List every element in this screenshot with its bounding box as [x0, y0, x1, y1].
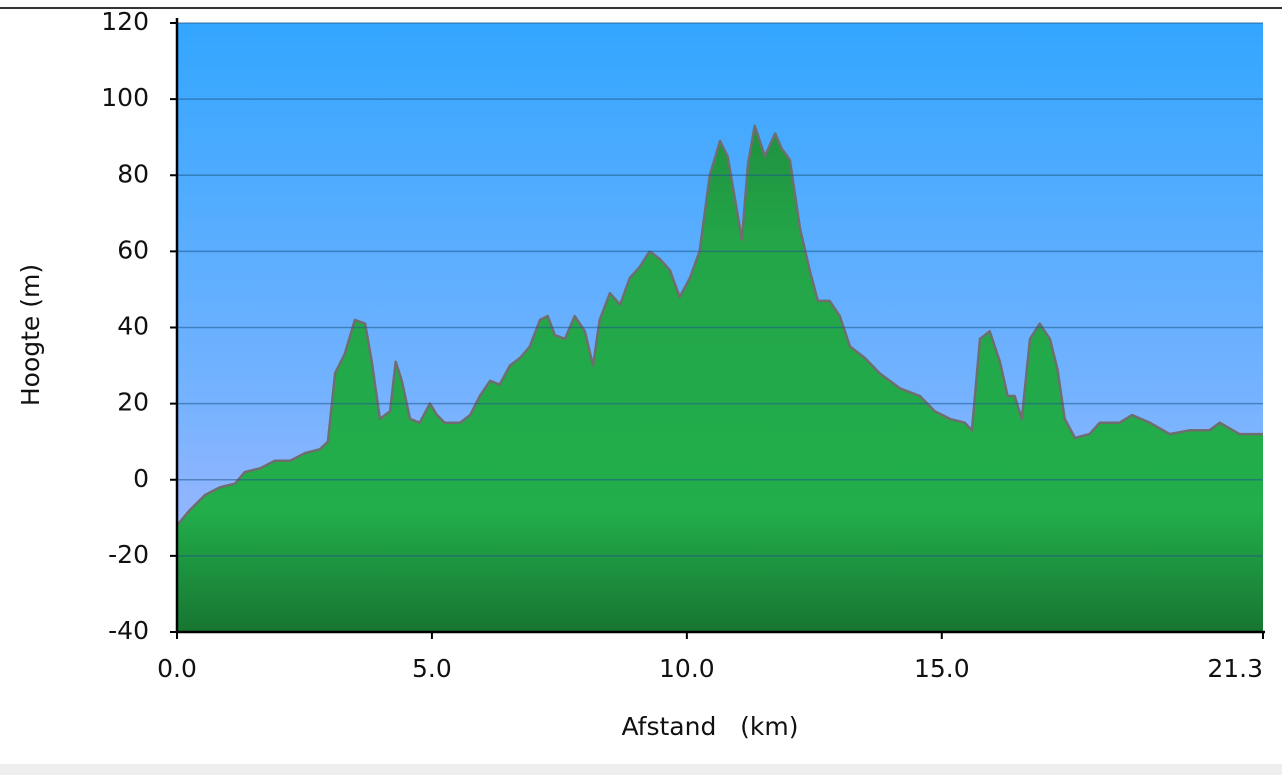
x-tick-label: 15.0 — [914, 654, 970, 683]
x-tick-label: 21.3 — [1207, 654, 1263, 683]
elevation-line — [176, 124, 1263, 527]
bottom-band — [0, 764, 1282, 775]
x-axis-label: Afstand (km) — [621, 712, 798, 741]
x-tick-label: 0.0 — [157, 654, 197, 683]
y-tick-label: 120 — [101, 7, 149, 36]
y-tick-label: -20 — [108, 540, 149, 569]
y-tick-label: 0 — [133, 464, 149, 493]
y-tick-label: -40 — [108, 616, 149, 645]
elevation-area — [177, 125, 1263, 633]
y-tick-label: 100 — [101, 83, 149, 112]
y-axis-label: Hoogte (m) — [16, 264, 45, 406]
y-tick-label: 80 — [117, 159, 149, 188]
y-tick-label: 40 — [117, 312, 149, 341]
x-tick-label: 10.0 — [659, 654, 715, 683]
y-tick-label: 60 — [117, 235, 149, 264]
y-tick-label: 20 — [117, 388, 149, 417]
x-tick-label: 5.0 — [412, 654, 452, 683]
